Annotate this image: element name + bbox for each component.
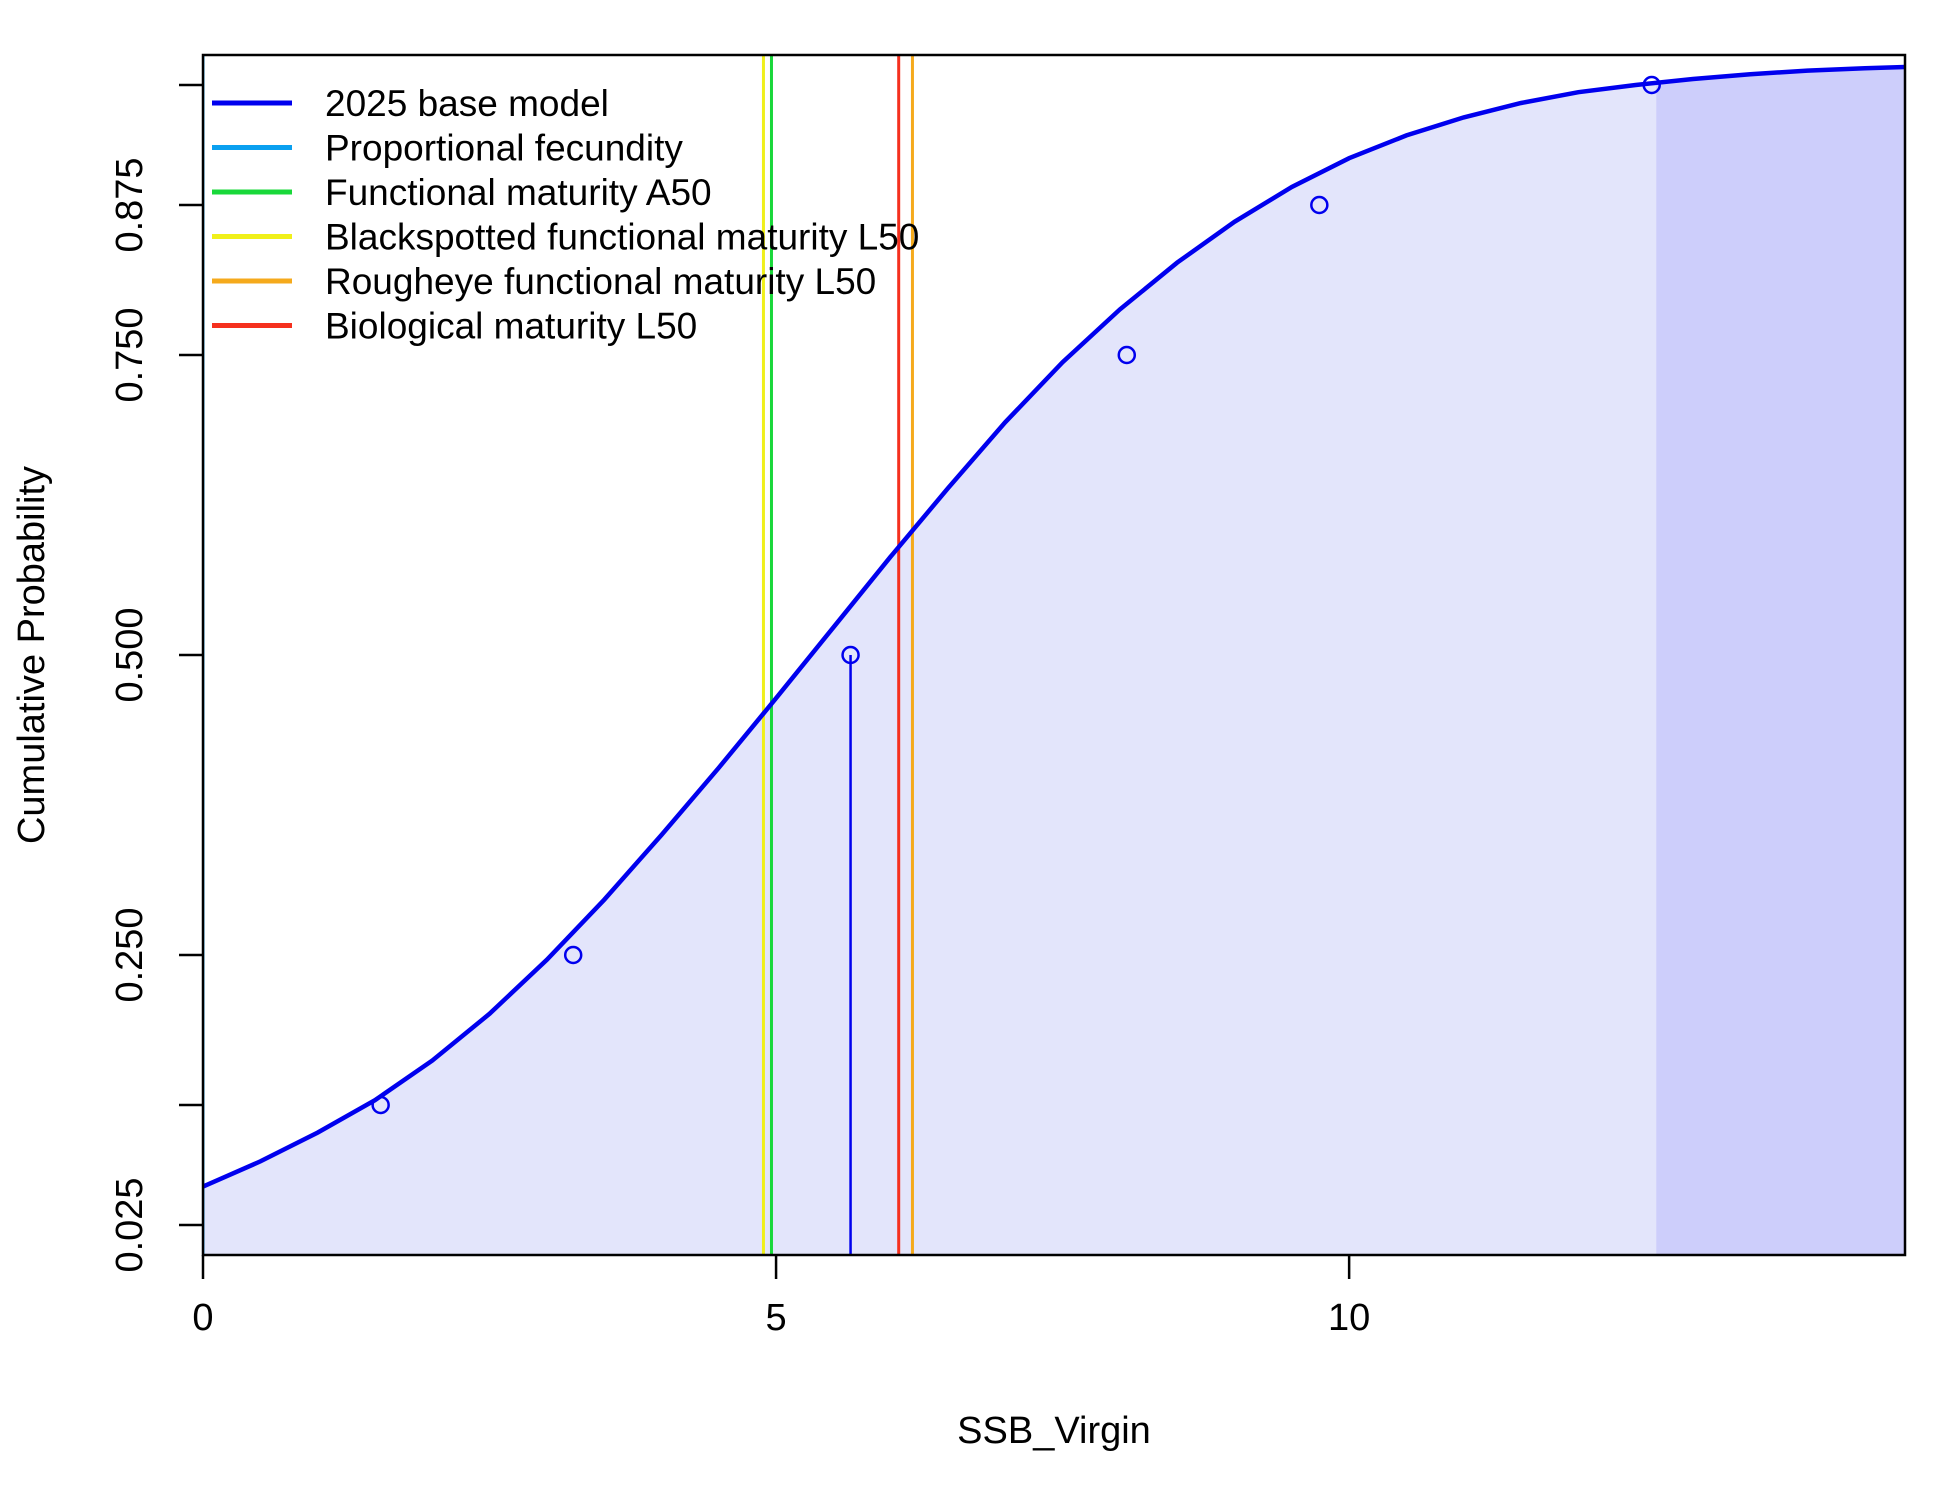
legend-label: Functional maturity A50 bbox=[325, 172, 712, 213]
x-tick-label: 10 bbox=[1328, 1297, 1370, 1339]
y-tick-label: 0.750 bbox=[109, 307, 151, 402]
x-axis-title: SSB_Virgin bbox=[957, 1410, 1151, 1452]
legend-label: 2025 base model bbox=[325, 83, 609, 124]
quantile-point bbox=[563, 945, 583, 965]
legend-label: Biological maturity L50 bbox=[325, 306, 697, 347]
axes: 0.025 0.250 0.500 0.750 0.875 0 5 10 bbox=[109, 53, 1907, 1339]
quantile-point bbox=[371, 1095, 390, 1115]
x-tick-label: 0 bbox=[192, 1297, 213, 1339]
plot-area bbox=[203, 55, 1905, 1255]
legend-label: Proportional fecundity bbox=[325, 128, 683, 169]
cdf-curve bbox=[203, 64, 1905, 1189]
y-tick-label: 0.250 bbox=[109, 907, 151, 1002]
y-axis-title: Cumulative Probability bbox=[11, 466, 53, 844]
quantile-point bbox=[841, 645, 860, 665]
y-tick-label: 0.500 bbox=[109, 607, 151, 702]
legend-label: Blackspotted functional maturity L50 bbox=[325, 217, 919, 258]
upper-tail-region bbox=[1656, 67, 1905, 1255]
quantile-point bbox=[1642, 75, 1661, 95]
plot-content bbox=[203, 55, 1905, 1255]
y-tick-label: 0.025 bbox=[109, 1177, 151, 1272]
y-tick-label: 0.875 bbox=[109, 157, 151, 252]
quantile-point bbox=[1310, 195, 1329, 215]
x-tick-label: 5 bbox=[765, 1297, 786, 1339]
area-under-curve bbox=[203, 67, 1905, 1255]
quantile-point bbox=[1117, 345, 1137, 365]
legend-label: Rougheye functional maturity L50 bbox=[325, 261, 876, 302]
